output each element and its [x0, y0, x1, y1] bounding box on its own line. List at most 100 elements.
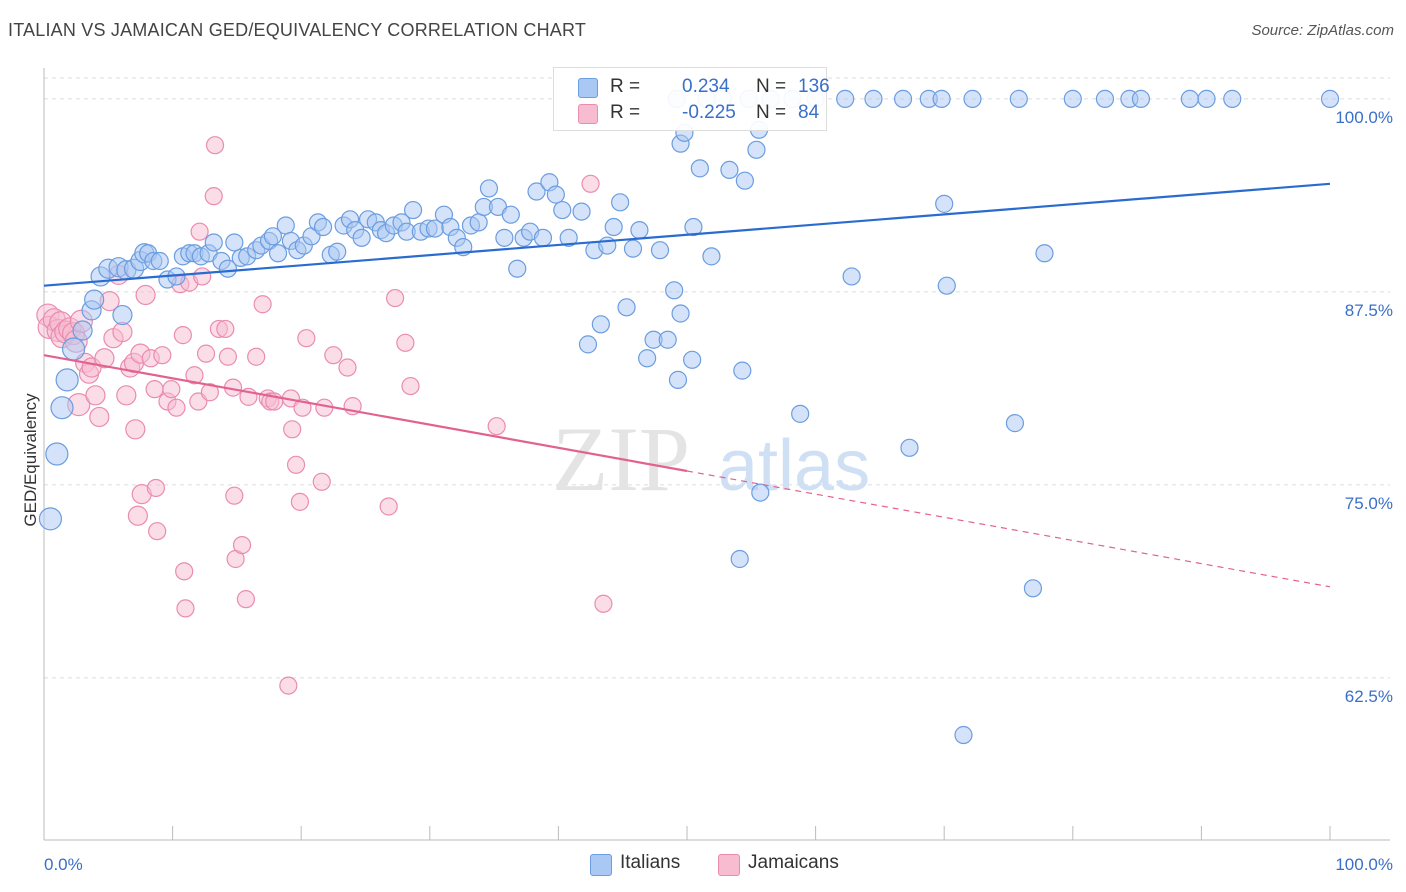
- italians-point: [572, 202, 591, 221]
- italians-point: [501, 205, 520, 224]
- italians-point: [690, 159, 709, 178]
- italians-point: [1009, 89, 1028, 108]
- italians-point: [623, 239, 643, 258]
- x-tick-label-end: 100.0%: [1335, 855, 1393, 874]
- italians-point: [218, 259, 237, 278]
- italians-point: [900, 438, 919, 457]
- x-tick-label-start: 0.0%: [44, 855, 83, 874]
- jamaicans-point: [290, 492, 310, 511]
- italians-point: [352, 228, 371, 247]
- italians-point: [268, 244, 288, 263]
- jamaicans-point: [190, 222, 209, 241]
- italians-point: [61, 337, 86, 361]
- italians-point: [1131, 89, 1151, 108]
- italians-point: [611, 193, 630, 212]
- italians-point: [963, 89, 982, 108]
- italians-point: [720, 160, 739, 180]
- italians-point: [1005, 414, 1025, 433]
- jamaicans-n-value: 84: [798, 102, 820, 123]
- jamaicans-point: [205, 136, 225, 155]
- italians-point: [650, 241, 670, 260]
- italians-point: [263, 227, 283, 246]
- y-tick-label: 87.5%: [1345, 301, 1393, 320]
- italians-point: [604, 217, 623, 237]
- jamaicans-r-label: R =: [610, 102, 641, 123]
- jamaicans-point: [385, 288, 405, 308]
- correlation-legend: R = 0.234 N = 136 R = -0.225 N = 84: [553, 67, 830, 131]
- italians-point: [1197, 89, 1216, 108]
- watermark-atlas: atlas: [718, 426, 870, 506]
- jamaicans-point: [216, 319, 235, 339]
- bottom-jamaicans-label: Jamaicans: [748, 852, 839, 873]
- trend-lines: [43, 182, 1331, 588]
- italians-point: [638, 349, 657, 368]
- italians-n-value: 136: [798, 76, 830, 97]
- italians-point: [1023, 579, 1043, 598]
- jamaicans-point: [196, 344, 216, 363]
- italians-r-label: R =: [610, 76, 641, 97]
- italians-point: [559, 228, 578, 247]
- italians-points: [38, 89, 1340, 745]
- axes: [43, 68, 1390, 841]
- jamaicans-point: [162, 380, 181, 399]
- y-tick-label: 75.0%: [1345, 494, 1393, 513]
- italians-point: [508, 259, 527, 278]
- jamaicans-point: [125, 419, 146, 440]
- italians-point: [702, 247, 721, 266]
- jamaicans-n-label: N =: [756, 102, 787, 123]
- source-label: Source: ZipAtlas.com: [1251, 22, 1394, 39]
- italians-point: [893, 89, 913, 108]
- italians-point: [954, 725, 973, 745]
- italians-point: [937, 276, 956, 295]
- italians-point: [276, 216, 295, 235]
- jamaicans-point: [135, 284, 156, 306]
- italians-point: [578, 335, 598, 354]
- italians-point: [630, 221, 649, 240]
- italians-point: [751, 483, 770, 502]
- italians-point: [533, 228, 553, 247]
- bottom-jamaicans-swatch: [718, 854, 740, 876]
- jamaicans-point: [247, 347, 266, 366]
- jamaicans-point: [89, 406, 110, 428]
- jamaicans-point: [173, 326, 192, 345]
- jamaicans-point: [175, 562, 194, 581]
- italians-point: [671, 304, 690, 323]
- italians-point: [1063, 89, 1082, 108]
- jamaicans-point: [324, 346, 343, 365]
- italians-point: [668, 370, 688, 389]
- italians-swatch: [578, 78, 598, 98]
- italians-point: [72, 320, 93, 341]
- italians-point: [836, 89, 855, 108]
- italians-point: [313, 217, 333, 237]
- italians-point: [617, 298, 636, 317]
- jamaicans-point: [283, 420, 302, 439]
- jamaicans-point: [146, 478, 165, 498]
- jamaicans-trend-line-dashed: [686, 470, 1331, 588]
- italians-trend-line: [43, 182, 1331, 287]
- jamaicans-point: [286, 455, 306, 474]
- jamaicans-point: [338, 358, 357, 377]
- jamaicans-point: [145, 380, 164, 399]
- jamaicans-point: [112, 321, 133, 343]
- jamaicans-point: [581, 174, 600, 193]
- watermark: ZIP atlas: [552, 408, 870, 510]
- italians-point: [735, 171, 754, 190]
- italians-point: [791, 404, 810, 423]
- italians-point: [50, 396, 74, 420]
- jamaicans-point: [148, 522, 167, 541]
- y-tick-label: 100.0%: [1335, 108, 1393, 127]
- jamaicans-point: [193, 267, 212, 286]
- jamaicans-r-value: -0.225: [682, 102, 736, 123]
- italians-point: [935, 194, 954, 213]
- italians-point: [1095, 89, 1115, 108]
- italians-point: [38, 507, 63, 531]
- italians-point: [591, 315, 610, 334]
- jamaicans-point: [116, 385, 137, 406]
- jamaicans-point: [127, 505, 148, 526]
- italians-point: [84, 289, 105, 310]
- italians-point: [684, 217, 703, 237]
- italians-point: [1035, 244, 1054, 263]
- jamaicans-point: [225, 486, 244, 505]
- jamaicans-point: [279, 676, 298, 695]
